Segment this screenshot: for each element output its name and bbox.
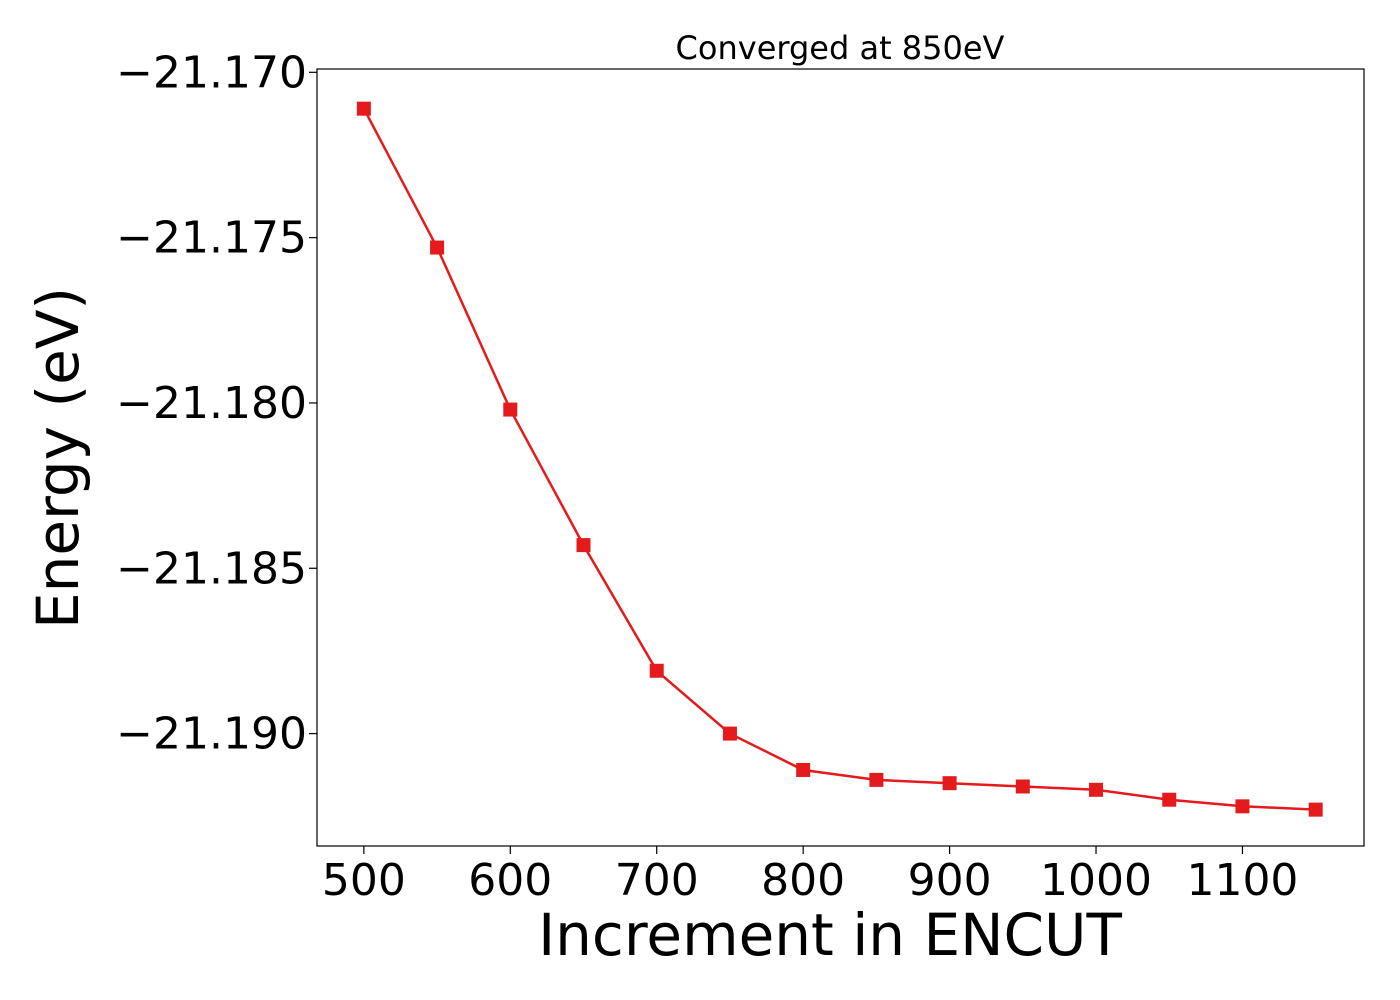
x-tick-label: 800 bbox=[761, 855, 845, 906]
x-tick-label: 600 bbox=[468, 855, 552, 906]
data-point-marker bbox=[1162, 792, 1177, 807]
data-point-marker bbox=[1308, 802, 1323, 817]
data-point-marker bbox=[942, 776, 957, 791]
x-tick-label: 500 bbox=[322, 855, 406, 906]
x-tick-label: 1000 bbox=[1040, 855, 1152, 906]
x-axis-label: Increment in ENCUT bbox=[538, 901, 1122, 969]
y-tick-label: −21.180 bbox=[116, 378, 307, 429]
data-point-marker bbox=[722, 726, 737, 741]
y-axis-ticks: −21.170 −21.175 −21.180 −21.185 −21.190 bbox=[116, 47, 317, 760]
y-tick-label: −21.175 bbox=[116, 213, 307, 264]
data-point-marker bbox=[1089, 782, 1104, 797]
data-point-marker bbox=[503, 402, 518, 417]
plot-frame bbox=[316, 68, 1365, 847]
plot-area bbox=[317, 69, 1364, 846]
x-tick-label: 700 bbox=[615, 855, 699, 906]
data-point-marker bbox=[430, 240, 445, 255]
chart-title: Converged at 850eV bbox=[676, 29, 1005, 67]
y-tick-label: −21.185 bbox=[116, 543, 307, 594]
x-tick-label: 1100 bbox=[1186, 855, 1298, 906]
data-point-marker bbox=[576, 538, 591, 553]
y-tick-label: −21.190 bbox=[116, 709, 307, 760]
data-point-marker bbox=[649, 663, 664, 678]
data-point-marker bbox=[1235, 799, 1250, 814]
y-axis-label: Energy (eV) bbox=[24, 287, 92, 629]
data-point-marker bbox=[1015, 779, 1030, 794]
x-axis-ticks: 500 600 700 800 900 1000 1100 bbox=[322, 846, 1298, 906]
x-tick-label: 900 bbox=[908, 855, 992, 906]
data-point-marker bbox=[869, 772, 884, 787]
y-tick-label: −21.170 bbox=[116, 47, 307, 98]
data-point-marker bbox=[356, 101, 371, 116]
series-layer bbox=[356, 101, 1323, 817]
data-point-marker bbox=[796, 762, 811, 777]
series-line bbox=[362, 108, 1316, 811]
